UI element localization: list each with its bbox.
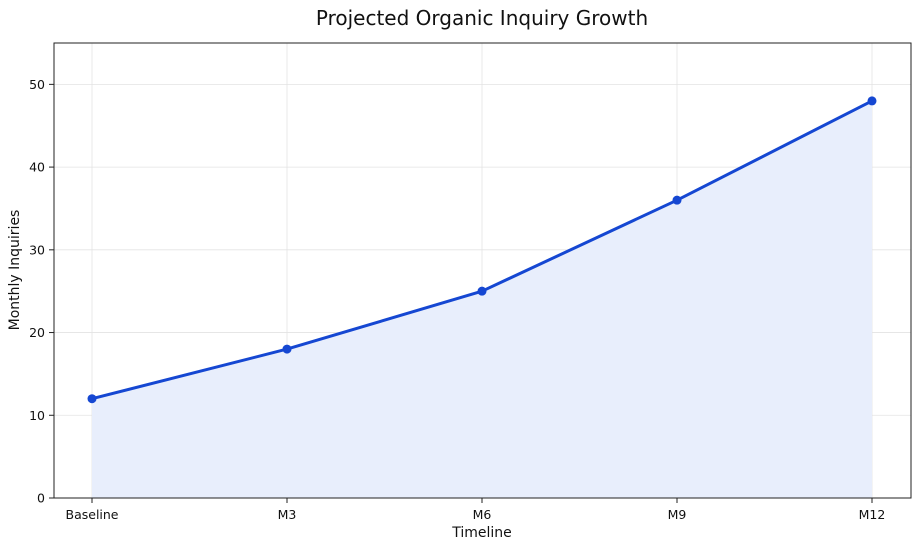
y-tick-label: 50: [29, 77, 45, 92]
data-point-baseline: [87, 394, 97, 404]
y-tick-label: 10: [29, 408, 45, 423]
data-point-m9: [672, 195, 682, 205]
data-points-layer: [87, 96, 877, 404]
data-point-m12: [867, 96, 877, 106]
x-tick-label: M9: [668, 507, 687, 522]
x-axis-label: Timeline: [451, 525, 512, 541]
x-tick-label: M3: [278, 507, 297, 522]
x-tick-label: M12: [859, 507, 886, 522]
chart-title: Projected Organic Inquiry Growth: [316, 6, 648, 30]
x-tick-label: M6: [473, 507, 492, 522]
y-tick-label: 30: [29, 242, 45, 257]
y-tick-label: 20: [29, 325, 45, 340]
data-point-m3: [282, 344, 292, 354]
data-point-m6: [477, 286, 487, 296]
y-tick-label: 0: [37, 491, 45, 506]
y-axis-ticks: 0 10 20 30 40 50: [29, 77, 54, 506]
x-axis-ticks: Baseline M3 M6 M9 M12: [66, 498, 886, 522]
x-tick-label: Baseline: [66, 507, 119, 522]
y-axis-label: Monthly Inquiries: [7, 210, 23, 331]
y-tick-label: 40: [29, 160, 45, 175]
